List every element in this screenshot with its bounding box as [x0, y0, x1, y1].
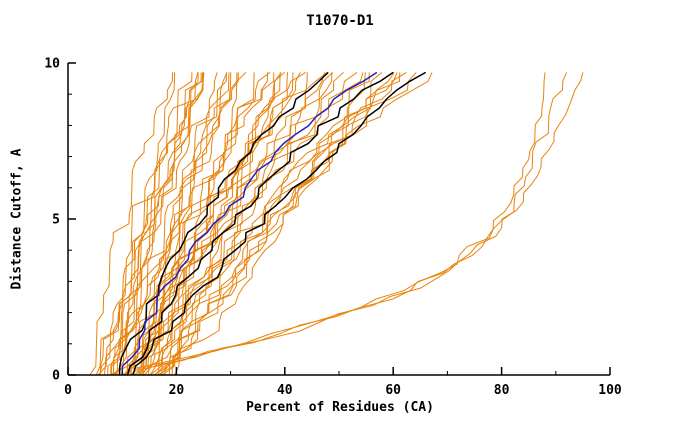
curve: [121, 72, 239, 376]
curve: [114, 72, 227, 376]
curve: [121, 71, 378, 376]
curve: [154, 72, 584, 367]
x-tick-label: 60: [385, 383, 401, 398]
curve: [149, 72, 325, 376]
curve: [126, 71, 394, 376]
curve: [129, 72, 281, 376]
curve: [174, 71, 407, 376]
curve: [161, 72, 364, 376]
curve: [126, 72, 288, 376]
curve: [113, 72, 218, 376]
y-tick-label: 0: [52, 369, 60, 384]
x-tick-label: 20: [169, 383, 185, 398]
curve: [112, 72, 238, 376]
curve: [133, 72, 268, 376]
curve: [99, 72, 199, 376]
x-tick-label: 0: [64, 383, 72, 398]
curve: [138, 72, 308, 376]
curve: [161, 72, 383, 376]
x-axis-label: Percent of Residues (CA): [246, 400, 434, 415]
y-tick-label: 5: [52, 213, 60, 228]
x-tick-label: 40: [277, 383, 293, 398]
curve: [157, 72, 395, 376]
curve: [130, 71, 271, 376]
chart-title: T1070-D1: [306, 13, 374, 29]
curve: [137, 72, 282, 376]
curve: [110, 72, 203, 376]
curve: [97, 72, 193, 376]
curve: [158, 71, 358, 376]
curve: [164, 72, 401, 376]
y-tick-label: 10: [44, 57, 60, 72]
x-tick-label: 100: [598, 383, 622, 398]
curve: [132, 72, 546, 370]
curve: [171, 72, 433, 376]
curve: [89, 72, 174, 376]
curve: [137, 72, 301, 376]
x-tick-label: 80: [494, 383, 510, 398]
curve: [140, 71, 306, 376]
curve: [112, 72, 230, 376]
curve: [143, 72, 328, 376]
curve: [132, 71, 427, 376]
curve: [107, 72, 199, 376]
curve: [129, 72, 275, 376]
